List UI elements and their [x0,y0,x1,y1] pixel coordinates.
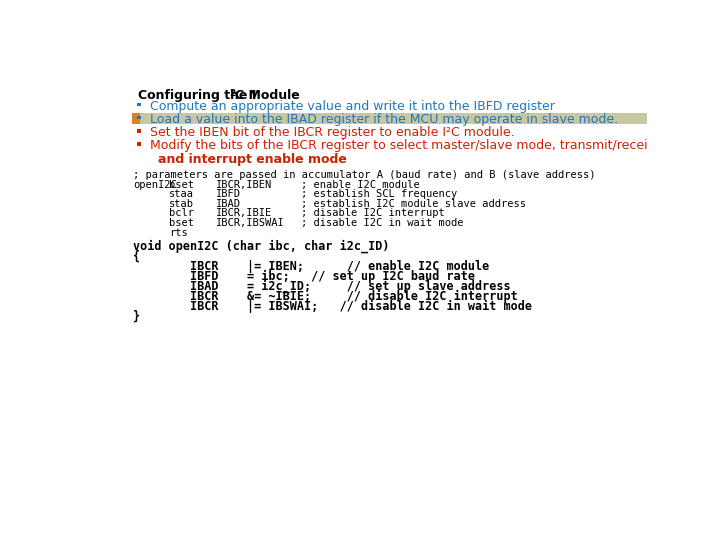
Text: staa: staa [169,189,194,199]
Text: IBCR,IBEN: IBCR,IBEN [215,179,272,190]
Bar [132,112,140,124]
Text: ; enable I2C module: ; enable I2C module [301,179,420,190]
Text: C Module: C Module [235,90,300,103]
Text: IBFD    = ibc;   // set up I2C baud rate: IBFD = ibc; // set up I2C baud rate [133,269,475,283]
Text: bset: bset [169,218,194,228]
Text: rts: rts [169,228,188,238]
Text: IBCR,IBIE: IBCR,IBIE [215,208,272,218]
Text: IBAD    = i2c_ID;     // set up slave address: IBAD = i2c_ID; // set up slave address [133,280,511,293]
Text: ; disable I2C in wait mode: ; disable I2C in wait mode [301,218,463,228]
Text: Load a value into the IBAD register if the MCU may operate in slave mode.: Load a value into the IBAD register if t… [150,113,618,126]
Bar [138,116,141,119]
Text: bclr: bclr [169,208,194,218]
Text: 2: 2 [230,89,235,98]
Text: ; parameters are passed in accumulator A (baud rate) and B (slave address): ; parameters are passed in accumulator A… [133,170,596,179]
Text: Configuring the I: Configuring the I [138,90,256,103]
Text: Set the IBEN bit of the IBCR register to enable I²C module.: Set the IBEN bit of the IBCR register to… [150,126,515,139]
Bar [138,103,141,106]
Text: Modify the bits of the IBCR register to select master/slave mode, transmit/recei: Modify the bits of the IBCR register to … [150,139,648,152]
Text: IBCR    |= IBSWAI;   // disable I2C in wait mode: IBCR |= IBSWAI; // disable I2C in wait m… [133,300,532,313]
Text: and interrupt enable mode: and interrupt enable mode [158,153,347,166]
Text: stab: stab [169,199,194,209]
Bar [138,129,141,132]
Text: void openI2C (char ibc, char i2c_ID): void openI2C (char ibc, char i2c_ID) [133,240,390,253]
Text: Compute an appropriate value and write it into the IBFD register: Compute an appropriate value and write i… [150,100,555,113]
Text: IBCR    |= IBEN;      // enable I2C module: IBCR |= IBEN; // enable I2C module [133,260,490,273]
Text: }: } [133,309,140,323]
Bar [138,142,141,146]
Bar [132,112,647,124]
Text: {: { [133,249,140,262]
Text: IBFD: IBFD [215,189,240,199]
Text: ; establish SCL frequency: ; establish SCL frequency [301,189,457,199]
Text: bset: bset [169,179,194,190]
Text: IBAD: IBAD [215,199,240,209]
Text: IBCR    &= ~IBIE;     // disable I2C interrupt: IBCR &= ~IBIE; // disable I2C interrupt [133,289,518,303]
Text: openI2C: openI2C [133,179,177,190]
Text: ; disable I2C interrupt: ; disable I2C interrupt [301,208,444,218]
Text: ; establish I2C module slave address: ; establish I2C module slave address [301,199,526,209]
Text: IBCR,IBSWAI: IBCR,IBSWAI [215,218,284,228]
